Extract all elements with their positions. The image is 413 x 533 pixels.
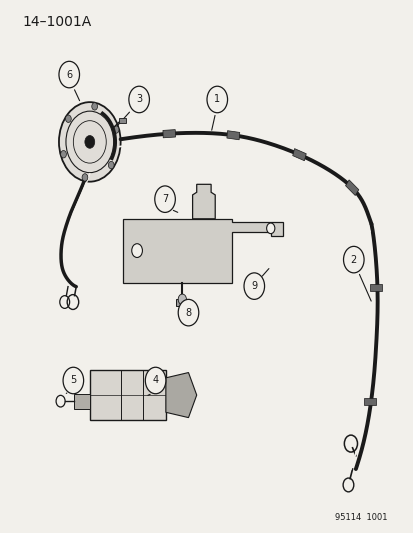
Text: 3: 3 [136,94,142,104]
Circle shape [82,174,88,181]
Circle shape [108,161,114,169]
Circle shape [343,246,363,273]
Text: 5: 5 [70,375,76,385]
Circle shape [59,102,120,182]
Bar [363,398,375,405]
Circle shape [243,273,264,300]
Text: 9: 9 [251,281,257,291]
Circle shape [266,223,274,233]
Circle shape [113,126,119,133]
Text: 1: 1 [214,94,220,104]
Polygon shape [166,373,196,418]
Text: 8: 8 [185,308,191,318]
Bar [74,394,90,409]
Circle shape [63,367,83,394]
Bar [176,299,188,306]
Circle shape [65,115,71,123]
Circle shape [145,367,166,394]
Circle shape [178,294,186,305]
Bar [226,131,239,140]
Circle shape [128,86,149,113]
Polygon shape [192,184,215,219]
Circle shape [206,86,227,113]
Bar [163,130,175,138]
Bar [369,284,382,291]
Text: 2: 2 [350,255,356,264]
Circle shape [59,61,79,88]
Polygon shape [122,219,282,284]
Bar [292,149,306,161]
Circle shape [131,244,142,257]
Circle shape [60,150,66,158]
Circle shape [85,135,95,148]
Circle shape [178,300,198,326]
Text: 7: 7 [161,194,168,204]
Bar [118,118,126,123]
FancyBboxPatch shape [90,370,166,420]
Text: 4: 4 [152,375,158,385]
Circle shape [154,186,175,213]
Text: 14–1001A: 14–1001A [22,14,91,29]
Text: 95114  1001: 95114 1001 [335,513,387,522]
Circle shape [92,103,97,110]
Bar [345,180,358,196]
Text: 6: 6 [66,70,72,79]
